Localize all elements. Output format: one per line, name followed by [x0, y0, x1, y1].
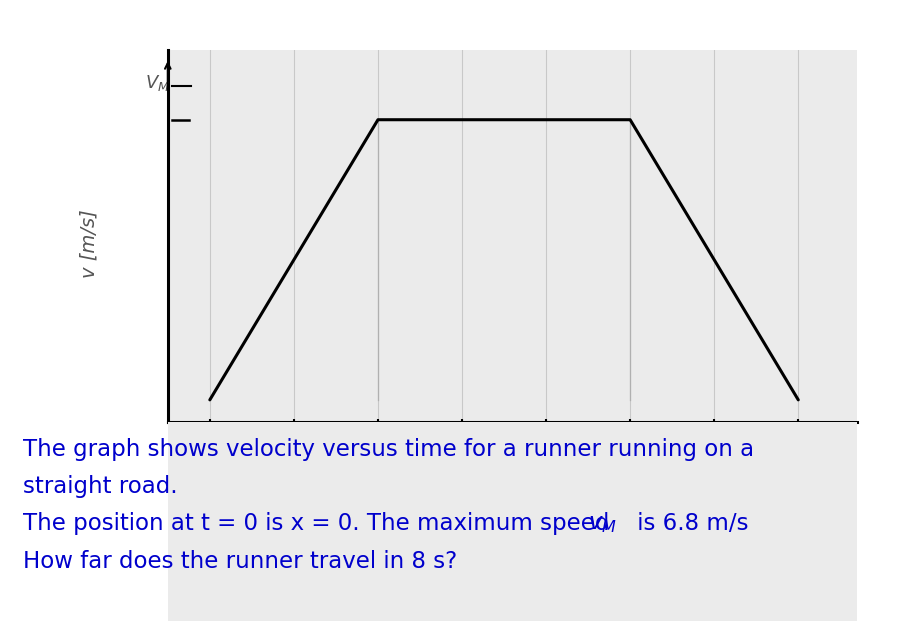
- Text: v [m/s]: v [m/s]: [79, 209, 98, 278]
- Text: t  [s]: t [s]: [405, 486, 454, 505]
- Text: is 6.8 m/s: is 6.8 m/s: [630, 512, 749, 535]
- Text: How far does the runner travel in 8 s?: How far does the runner travel in 8 s?: [23, 550, 457, 573]
- Text: The position at t = 0 is x = 0. The maximum speed: The position at t = 0 is x = 0. The maxi…: [23, 512, 616, 535]
- Text: 0: 0: [180, 428, 193, 448]
- Text: The graph shows velocity versus time for a runner running on a: The graph shows velocity versus time for…: [23, 438, 754, 461]
- Text: straight road.: straight road.: [23, 475, 177, 498]
- Text: $v_M$: $v_M$: [588, 512, 617, 535]
- Text: $V_M$: $V_M$: [145, 73, 171, 93]
